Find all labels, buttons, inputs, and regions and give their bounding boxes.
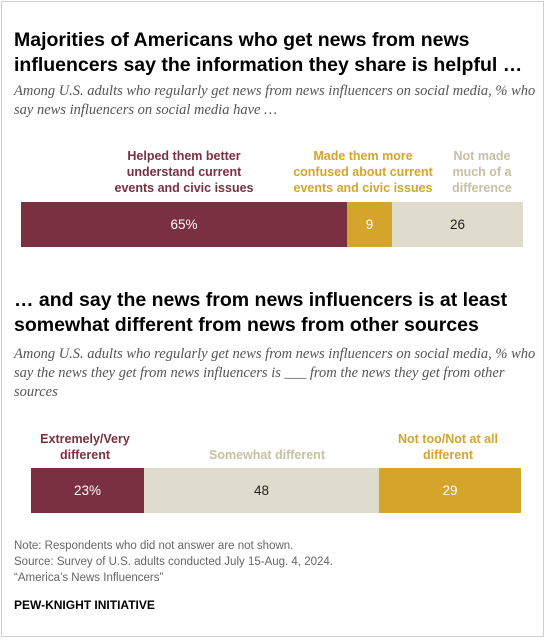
chart1-bar: 65% 9 26 [21, 202, 523, 247]
chart1-segment-2: 9 [347, 202, 392, 247]
chart1-label-nodiff-line2: much of a [452, 165, 512, 179]
chart2-label-nottoo: Not too/Not at all different [378, 431, 518, 463]
chart1-label-helped-line1: Helped them better [127, 149, 241, 163]
chart1-value-label-2: 9 [365, 217, 374, 232]
chart2-label-nottoo-line1: Not too/Not at all [398, 432, 498, 446]
chart1-label-confused-line2: confused about current [293, 165, 433, 179]
chart1-label-nodiff-line1: Not made [453, 149, 511, 163]
chart1-label-nodiff: Not made much of a difference [442, 148, 522, 196]
chart1-title: Majorities of Americans who get news fro… [14, 29, 523, 76]
chart1-label-confused-line3: events and civic issues [293, 181, 433, 195]
chart2-label-somewhat-line1: Somewhat different [209, 448, 325, 462]
chart1-segment-1: 65% [21, 202, 347, 247]
chart2-label-very-line1: Extremely/Very [40, 432, 130, 446]
chart2-value-label-2: 48 [253, 483, 270, 498]
chart1-label-nodiff-line3: difference [452, 181, 512, 195]
source-text: Source: Survey of U.S. adults conducted … [14, 556, 333, 568]
chart1-subtitle: Among U.S. adults who regularly get news… [14, 83, 536, 118]
chart2-bar: 23% 48 29 [31, 468, 521, 513]
chart1-label-helped: Helped them better understand current ev… [110, 148, 258, 196]
chart2-label-nottoo-line2: different [423, 448, 473, 462]
chart2-title: … and say the news from news influencers… [14, 289, 508, 336]
chart2-segment-2: 48 [144, 468, 379, 513]
chart1-label-helped-line3: events and civic issues [114, 181, 254, 195]
chart2-segment-3: 29 [379, 468, 521, 513]
chart2-subtitle: Among U.S. adults who regularly get news… [14, 346, 536, 400]
chart2-value-label-1: 23% [73, 483, 102, 498]
chart1-label-helped-line2: understand current [126, 165, 242, 179]
report-title: “America’s News Influencers” [14, 572, 164, 584]
chart2-label-very-line2: different [60, 448, 110, 462]
chart2-segment-1: 23% [31, 468, 144, 513]
note-text: Note: Respondents who did not answer are… [14, 540, 294, 552]
chart1-value-label-3: 26 [449, 217, 466, 232]
chart1-value-label-1: 65% [170, 217, 198, 232]
brand-logo-text: PEW-KNIGHT INITIATIVE [14, 598, 155, 612]
chart2-value-label-3: 29 [442, 483, 458, 498]
chart1-segment-3: 26 [392, 202, 523, 247]
chart1-label-confused-line1: Made them more [313, 149, 413, 163]
chart2-label-very: Extremely/Very different [24, 431, 146, 463]
chart2-label-somewhat: Somewhat different [172, 447, 362, 463]
chart1-label-confused: Made them more confused about current ev… [288, 148, 438, 196]
